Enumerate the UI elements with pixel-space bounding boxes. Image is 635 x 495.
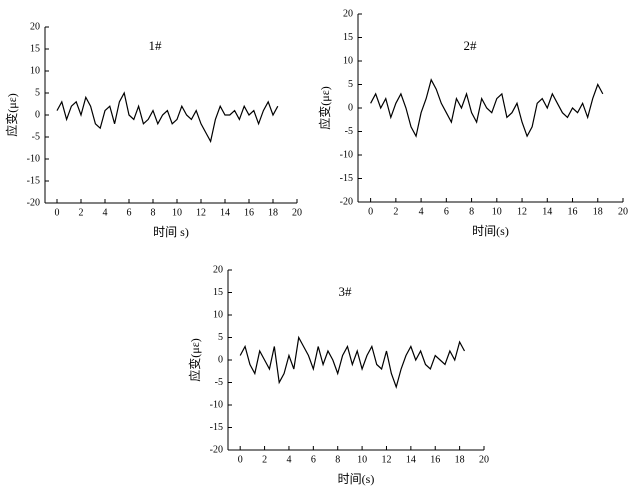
y-tick-label: 0	[35, 109, 40, 120]
chart-title: 3#	[339, 284, 353, 299]
x-tick-label: 14	[220, 207, 230, 218]
x-tick-label: 0	[238, 454, 243, 465]
x-tick-label: 14	[406, 454, 416, 465]
x-tick-label: 4	[419, 206, 424, 217]
x-tick-label: 4	[286, 454, 291, 465]
data-line	[239, 335, 466, 389]
x-tick-label: 10	[492, 206, 502, 217]
y-tick-label: -15	[27, 175, 40, 186]
chart-title: 2#	[464, 38, 478, 53]
data-line	[56, 91, 279, 144]
y-tick-label: 15	[213, 287, 223, 298]
y-tick-label: -5	[215, 377, 223, 388]
y-axis-title: 应变(με)	[4, 93, 19, 136]
x-tick-label: 8	[335, 454, 340, 465]
x-tick-label: 8	[151, 207, 156, 218]
x-tick-label: 0	[55, 207, 60, 218]
y-tick-label: -10	[210, 399, 223, 410]
y-axis-title: 应变(με)	[317, 86, 332, 129]
y-tick-label: -20	[210, 444, 223, 455]
y-tick-label: 5	[35, 87, 40, 98]
x-tick-label: 20	[292, 207, 302, 218]
y-tick-label: 10	[213, 309, 223, 320]
y-tick-label: -15	[210, 422, 223, 433]
x-tick-label: 18	[268, 207, 278, 218]
x-tick-label: 14	[542, 206, 552, 217]
x-tick-label: 10	[357, 454, 367, 465]
y-tick-label: 5	[218, 332, 223, 343]
y-tick-label: 10	[30, 65, 40, 76]
x-tick-label: 16	[244, 207, 254, 218]
x-tick-label: 2	[393, 206, 398, 217]
y-tick-label: 15	[343, 32, 353, 43]
x-tick-label: 8	[469, 206, 474, 217]
x-tick-label: 18	[455, 454, 465, 465]
x-tick-label: 16	[430, 454, 440, 465]
y-tick-label: -20	[27, 197, 40, 208]
x-tick-label: 4	[103, 207, 108, 218]
y-tick-label: 15	[30, 43, 40, 54]
y-tick-label: 20	[30, 21, 40, 32]
x-axis-title: 时间 s)	[153, 225, 189, 239]
y-tick-label: 0	[218, 354, 223, 365]
x-tick-label: 10	[172, 207, 182, 218]
y-tick-label: 20	[343, 8, 353, 19]
x-tick-label: 6	[311, 454, 316, 465]
x-tick-label: 12	[196, 207, 206, 218]
y-tick-label: -10	[27, 153, 40, 164]
y-tick-label: -20	[340, 196, 353, 207]
y-axis-title: 应变(με)	[187, 338, 202, 381]
x-tick-label: 12	[381, 454, 391, 465]
y-tick-label: -15	[340, 173, 353, 184]
chart-title: 1#	[149, 38, 163, 53]
y-tick-label: -10	[340, 149, 353, 160]
y-tick-label: 0	[348, 102, 353, 113]
x-tick-label: 16	[568, 206, 578, 217]
x-axis-title: 时间(s)	[338, 472, 375, 486]
x-tick-label: 6	[444, 206, 449, 217]
x-tick-label: 20	[479, 454, 489, 465]
x-tick-label: 18	[593, 206, 603, 217]
data-line	[370, 78, 604, 138]
x-tick-label: 12	[517, 206, 527, 217]
x-axis-title: 时间(s)	[472, 224, 509, 238]
y-tick-label: -5	[345, 126, 353, 137]
y-tick-label: 10	[343, 55, 353, 66]
y-tick-label: 20	[213, 264, 223, 275]
x-tick-label: 20	[618, 206, 628, 217]
x-tick-label: 2	[79, 207, 84, 218]
y-tick-label: 5	[348, 79, 353, 90]
x-tick-label: 0	[368, 206, 373, 217]
y-tick-label: -5	[32, 131, 40, 142]
x-tick-label: 2	[262, 454, 267, 465]
x-tick-label: 6	[127, 207, 132, 218]
